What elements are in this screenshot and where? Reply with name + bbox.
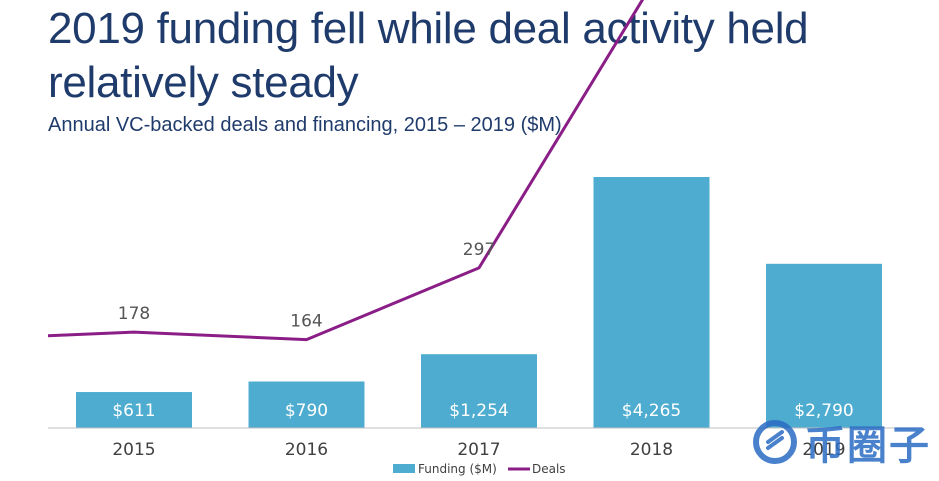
- deals-point-label-2015: 178: [118, 304, 150, 324]
- funding-bar-label-2016: $790: [285, 401, 328, 421]
- funding-bar-2019: [766, 263, 882, 428]
- watermark-text: 币圈子: [805, 423, 931, 469]
- watermark: 币圈子: [751, 413, 931, 471]
- funding-bar-label-2018: $4,265: [622, 401, 681, 421]
- funding-bar-2017: [421, 354, 537, 428]
- funding-bar-label-2017: $1,254: [449, 401, 508, 421]
- chart-subtitle: Annual VC-backed deals and financing, 20…: [48, 114, 562, 136]
- legend-label-deals: Deals: [532, 462, 566, 476]
- deals-point-label-2019: 807: [834, 0, 866, 4]
- funding-bar-2015: [76, 392, 192, 428]
- deals-series-line: [47, 0, 645, 342]
- chart-title: 2019 funding fell while deal activity he…: [48, 4, 809, 107]
- deals-point-label-2017: 297: [463, 240, 495, 260]
- x-tick-label-2018: 2018: [630, 440, 673, 460]
- funding-bar-label-2019: $2,790: [794, 401, 853, 421]
- funding-bar-2018: [593, 177, 710, 428]
- x-tick-label-2019: 2019: [802, 440, 845, 460]
- funding-bar-label-2015: $611: [112, 401, 155, 421]
- coin-logo-icon: [753, 420, 797, 464]
- legend-swatch-funding: [393, 464, 415, 473]
- x-tick-label-2017: 2017: [457, 440, 500, 460]
- legend-label-funding: Funding ($M): [418, 462, 497, 476]
- x-tick-label-2016: 2016: [285, 440, 328, 460]
- deals-point-label-2016: 164: [290, 312, 322, 332]
- funding-bar-2016: [248, 381, 365, 428]
- x-tick-label-2015: 2015: [112, 440, 155, 460]
